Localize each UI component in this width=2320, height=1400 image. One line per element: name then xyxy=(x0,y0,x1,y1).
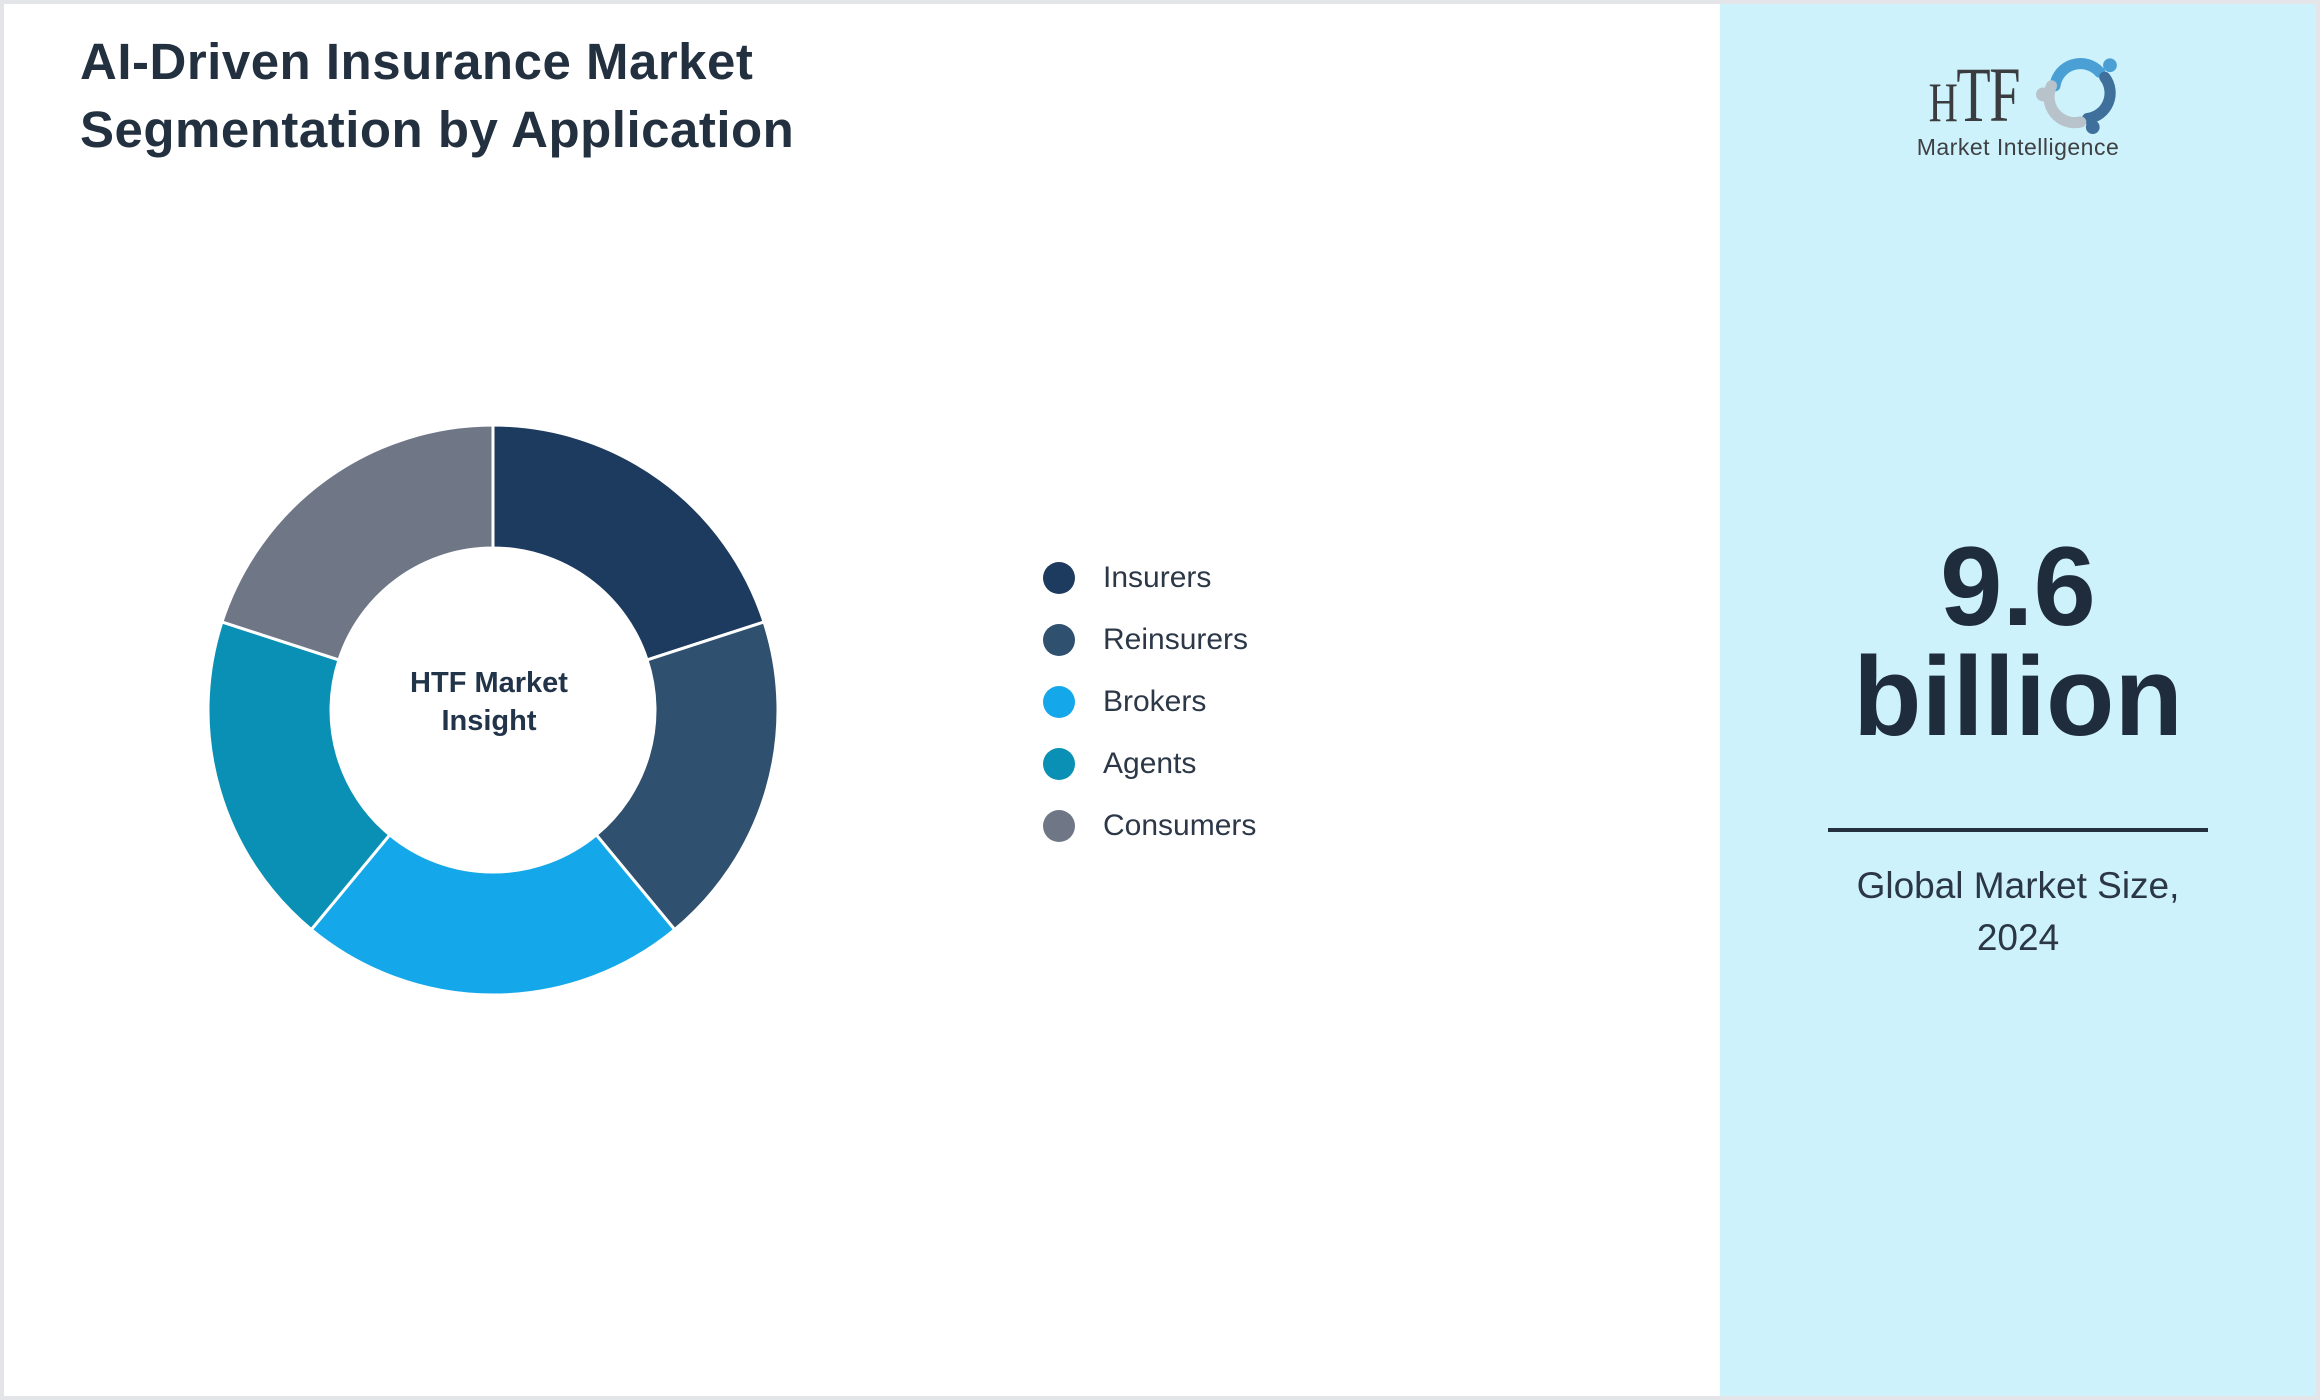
sidebar-panel: HTF Market Intelligence xyxy=(1720,4,2316,1396)
legend-dot xyxy=(1043,624,1075,656)
legend-label: Reinsurers xyxy=(1103,623,1249,656)
donut-segment-brokers xyxy=(309,833,677,997)
chart-title-line1: AI-Driven Insurance Market xyxy=(80,33,754,90)
logo-text: HTF xyxy=(1928,56,2021,134)
legend-label: Insurers xyxy=(1103,561,1212,594)
legend-label: Consumers xyxy=(1103,809,1257,842)
htf-logo: HTF Market Intelligence xyxy=(1720,56,2316,161)
caption-line2: 2024 xyxy=(1976,917,2060,958)
logo-row: HTF xyxy=(1720,56,2316,134)
logo-swirl-icon xyxy=(2035,57,2117,134)
legend-dot xyxy=(1043,562,1075,594)
legend-item-agents: Agents xyxy=(1043,733,1256,795)
legend-label: Brokers xyxy=(1103,685,1207,718)
market-size-number: 9.6 xyxy=(1940,524,2096,649)
logo-letter-h: H xyxy=(1928,72,1958,134)
market-size-value: 9.6 billion xyxy=(1720,524,2316,759)
legend-label: Agents xyxy=(1103,747,1197,780)
logo-letters-tf: TF xyxy=(1956,51,2021,138)
divider-line xyxy=(1828,828,2208,832)
logo-subtext: Market Intelligence xyxy=(1916,134,2120,160)
donut-center-line2: Insight xyxy=(441,705,537,737)
legend-dot xyxy=(1043,686,1075,718)
donut-center-label: HTF Market Insight xyxy=(410,664,568,740)
donut-segment-agents xyxy=(206,620,392,932)
donut-segment-reinsurers xyxy=(594,620,780,932)
market-size-unit: billion xyxy=(1853,634,2183,759)
donut-segment-insurers xyxy=(491,423,766,662)
legend: Insurers Reinsurers Brokers Agents Consumers xyxy=(1043,547,1256,857)
donut-chart xyxy=(206,423,780,997)
market-size-caption: Global Market Size, 2024 xyxy=(1720,860,2316,964)
donut-center-line1: HTF Market xyxy=(410,667,568,699)
legend-item-reinsurers: Reinsurers xyxy=(1043,609,1256,671)
chart-title-line2: Segmentation by Application xyxy=(80,101,795,158)
donut-segment-consumers xyxy=(220,423,495,662)
legend-item-brokers: Brokers xyxy=(1043,671,1256,733)
legend-dot xyxy=(1043,748,1075,780)
legend-item-insurers: Insurers xyxy=(1043,547,1256,609)
chart-title: AI-Driven Insurance Market Segmentation b… xyxy=(80,28,794,164)
legend-dot xyxy=(1043,810,1075,842)
caption-line1: Global Market Size, xyxy=(1856,865,2180,906)
legend-item-consumers: Consumers xyxy=(1043,795,1256,857)
